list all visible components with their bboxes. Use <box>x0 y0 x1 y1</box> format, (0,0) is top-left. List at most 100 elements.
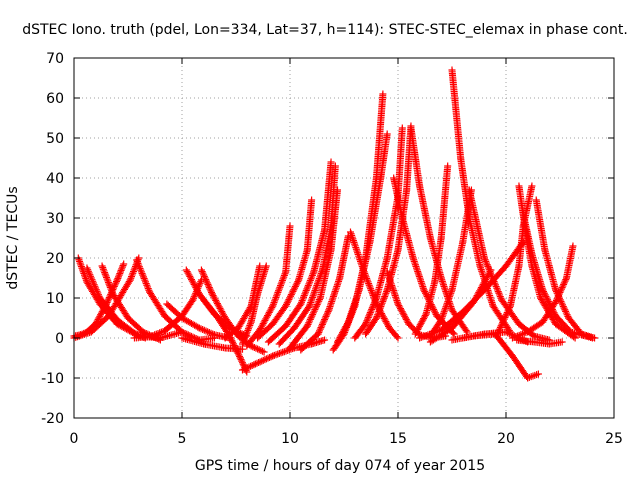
data-point <box>373 312 381 320</box>
data-point <box>307 314 315 322</box>
data-point <box>365 280 373 288</box>
data-point <box>519 330 527 338</box>
data-point <box>255 359 263 367</box>
x-tick-label: 20 <box>497 431 515 447</box>
data-point <box>116 268 124 276</box>
plot-frame <box>73 57 615 419</box>
data-point <box>133 256 141 264</box>
data-point <box>219 311 227 319</box>
data-point <box>431 309 439 317</box>
data-point <box>298 297 306 305</box>
data-point <box>291 283 299 290</box>
data-point <box>379 313 387 321</box>
y-tick-label: 10 <box>46 291 64 307</box>
data-point <box>90 281 98 289</box>
data-point <box>240 365 248 373</box>
data-point <box>118 263 126 271</box>
data-point <box>89 277 97 285</box>
data-point <box>182 266 190 274</box>
data-point <box>429 304 437 312</box>
x-tick-label: 0 <box>70 431 79 447</box>
data-point <box>280 271 288 279</box>
data-point <box>92 286 100 294</box>
data-point <box>210 293 218 301</box>
data-point <box>561 277 569 285</box>
data-point <box>378 310 386 318</box>
data-point <box>236 352 244 360</box>
data-point <box>136 264 144 272</box>
data-point <box>272 294 280 301</box>
data-point <box>484 262 492 270</box>
series-17 <box>264 158 335 346</box>
data-point <box>372 298 380 306</box>
data-point <box>369 290 377 298</box>
data-point <box>268 304 276 312</box>
data-point <box>133 258 141 266</box>
data-point <box>436 317 444 325</box>
data-point <box>242 332 250 340</box>
data-point <box>324 308 332 316</box>
data-point <box>557 287 565 295</box>
data-point <box>277 349 285 357</box>
data-point <box>99 265 107 273</box>
data-point <box>229 338 237 346</box>
data-points <box>70 66 599 382</box>
data-point <box>105 280 113 288</box>
data-point <box>280 273 288 281</box>
data-point <box>312 285 320 293</box>
data-point <box>204 280 212 288</box>
data-point <box>483 272 491 280</box>
data-point <box>144 283 152 291</box>
data-point <box>104 278 112 286</box>
data-point <box>415 322 423 330</box>
data-point <box>188 276 196 284</box>
data-point <box>103 274 111 282</box>
data-point <box>246 321 254 329</box>
data-point <box>483 261 491 269</box>
data-point <box>382 318 390 326</box>
data-point <box>94 289 102 297</box>
data-point <box>258 321 266 329</box>
data-point <box>188 277 196 285</box>
data-point <box>310 307 318 315</box>
data-point <box>154 329 162 337</box>
series-23 <box>351 124 406 342</box>
data-point <box>228 337 236 345</box>
data-point <box>397 306 405 314</box>
data-point <box>76 257 84 265</box>
data-point <box>190 280 198 288</box>
data-point <box>554 293 562 301</box>
data-point <box>504 329 512 337</box>
data-point <box>244 326 252 334</box>
data-point <box>243 328 251 336</box>
data-point <box>274 288 282 296</box>
data-point <box>303 322 311 330</box>
data-point <box>253 359 261 367</box>
data-point <box>289 287 297 295</box>
data-point <box>84 267 92 275</box>
data-point <box>258 357 266 365</box>
data-point <box>313 301 321 309</box>
data-point <box>493 284 501 292</box>
data-point <box>205 282 213 290</box>
data-point <box>501 314 509 322</box>
data-point <box>118 265 126 273</box>
data-point <box>196 279 204 287</box>
data-point <box>142 280 150 288</box>
data-point <box>419 333 427 341</box>
data-point <box>143 281 151 289</box>
data-point <box>201 274 209 282</box>
data-point <box>275 287 283 295</box>
data-point <box>94 291 102 299</box>
data-point <box>192 284 200 292</box>
data-point <box>506 304 514 312</box>
data-point <box>502 328 510 336</box>
data-point <box>259 320 267 328</box>
data-point <box>93 287 101 295</box>
data-point <box>472 293 480 301</box>
data-point <box>331 162 339 170</box>
data-point <box>197 325 205 333</box>
data-point <box>380 314 388 322</box>
data-point <box>364 278 372 286</box>
